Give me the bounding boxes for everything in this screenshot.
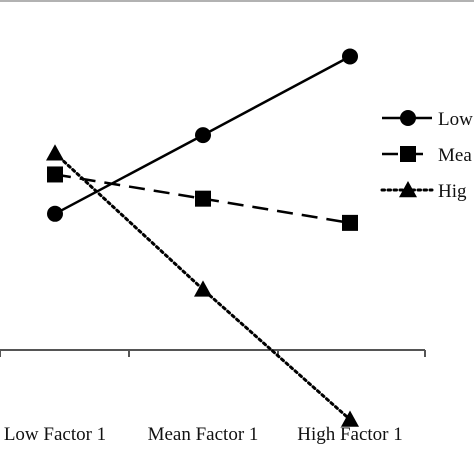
legend-marker-circle bbox=[400, 110, 416, 126]
legend-label: Mea bbox=[438, 145, 472, 166]
data-point-circle bbox=[47, 205, 63, 222]
series-circle bbox=[47, 48, 358, 222]
legend-item: Mea bbox=[382, 145, 472, 166]
legend-item: Hig bbox=[380, 181, 467, 202]
series-square bbox=[47, 166, 358, 231]
x-tick-label: Low Factor 1 bbox=[4, 424, 106, 445]
x-tick-label: Mean Factor 1 bbox=[148, 424, 259, 445]
data-point-square bbox=[195, 190, 211, 207]
series-triangle bbox=[46, 144, 359, 427]
data-point-circle bbox=[195, 127, 211, 144]
data-point-circle bbox=[342, 48, 358, 65]
legend-item: Low bbox=[382, 109, 473, 130]
data-point-triangle bbox=[194, 280, 212, 297]
x-axis-ticks bbox=[0, 350, 426, 357]
data-point-square bbox=[47, 166, 63, 183]
x-tick-label: High Factor 1 bbox=[297, 424, 403, 445]
legend: Low Mea Hig bbox=[380, 109, 473, 202]
legend-label: Low bbox=[438, 109, 473, 130]
series-layer bbox=[46, 48, 359, 427]
x-axis-tick-labels: Low Factor 1 Mean Factor 1 High Factor 1 bbox=[4, 424, 403, 445]
legend-label: Hig bbox=[438, 181, 467, 202]
legend-marker-square bbox=[400, 146, 416, 162]
data-point-triangle bbox=[46, 144, 64, 161]
legend-marker-triangle bbox=[399, 181, 417, 198]
data-point-triangle bbox=[341, 410, 359, 427]
data-point-square bbox=[342, 214, 358, 231]
